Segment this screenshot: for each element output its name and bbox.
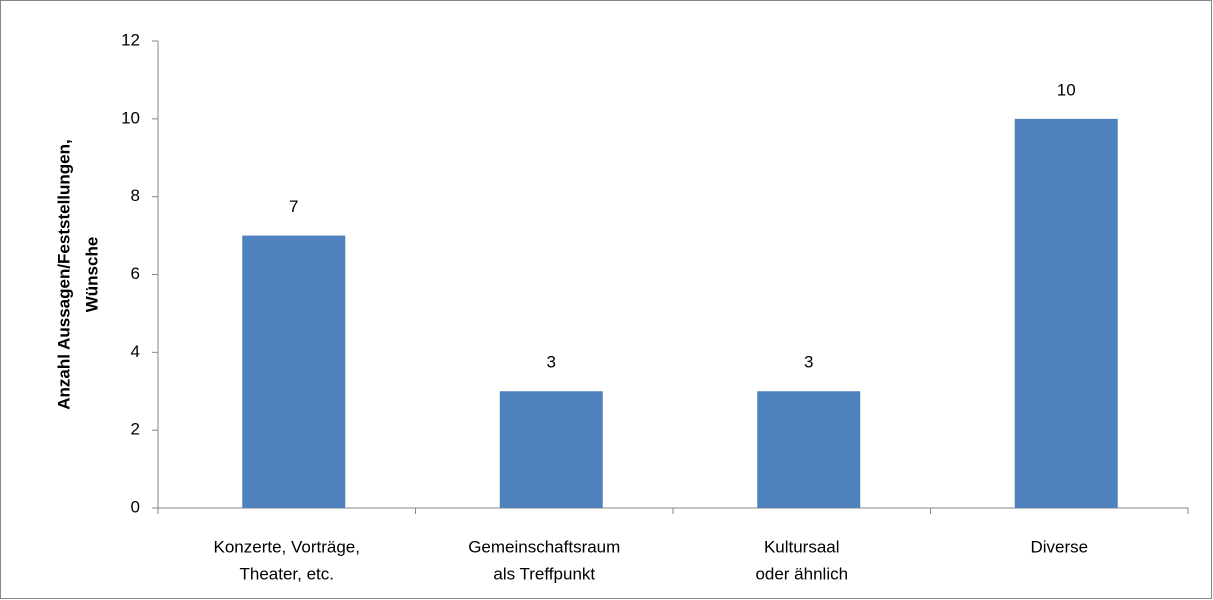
y-axis-label: Wünsche	[82, 237, 101, 313]
y-tick-label: 0	[131, 497, 140, 516]
y-axis-label: Anzahl Aussagen/Feststellungen,	[54, 139, 73, 409]
x-tick-label: Diverse	[1030, 537, 1088, 556]
y-tick-label: 6	[131, 264, 140, 283]
y-tick-label: 12	[121, 30, 140, 49]
data-label: 7	[289, 197, 298, 216]
x-tick-label: als Treffpunkt	[493, 564, 595, 583]
x-tick-label: Kultursaal	[764, 537, 840, 556]
y-tick-label: 10	[121, 108, 140, 127]
bar	[242, 235, 346, 509]
x-tick-label: Gemeinschaftsraum	[468, 537, 620, 556]
data-label: 3	[804, 353, 813, 372]
y-tick-label: 8	[131, 186, 140, 205]
bar	[757, 391, 861, 508]
y-tick-label: 2	[131, 420, 140, 439]
x-tick-label: Konzerte, Vorträge,	[214, 537, 360, 556]
x-tick-label: oder ähnlich	[755, 564, 848, 583]
x-tick-label: Theater, etc.	[240, 564, 335, 583]
bar	[499, 391, 603, 508]
y-tick-label: 4	[131, 342, 140, 361]
data-label: 10	[1057, 80, 1076, 99]
data-label: 3	[547, 353, 556, 372]
bar	[1014, 118, 1118, 508]
